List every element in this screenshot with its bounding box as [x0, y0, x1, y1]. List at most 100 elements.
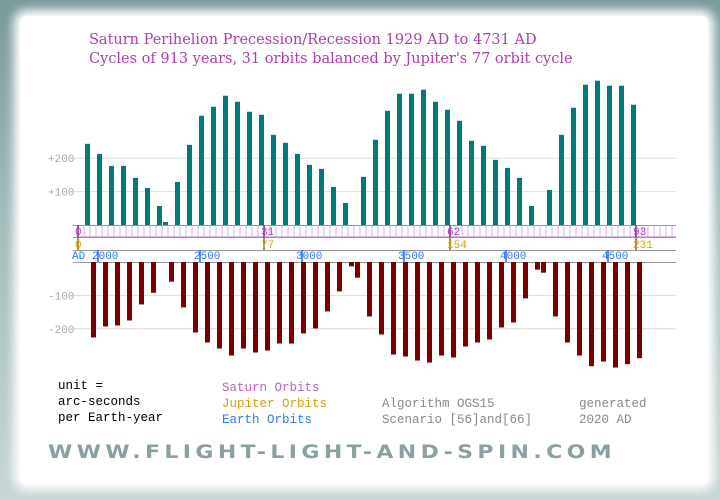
year-tick-label: 4000	[500, 251, 526, 263]
positive-bar	[85, 143, 90, 225]
positive-bar	[247, 111, 252, 225]
negative-bar	[439, 262, 444, 356]
chart-subtitle: Cycles of 913 years, 31 orbits balanced …	[89, 51, 573, 67]
positive-bar	[211, 106, 216, 225]
positive-bar	[397, 93, 402, 225]
unit-label-1: unit =	[58, 379, 104, 393]
negative-bar	[487, 262, 492, 340]
positive-bar	[307, 164, 312, 225]
negative-bar	[217, 262, 222, 349]
positive-bar	[145, 187, 150, 225]
positive-bar	[319, 168, 324, 225]
negative-bar	[499, 262, 504, 328]
positive-bar	[631, 104, 636, 225]
negative-bar	[253, 262, 258, 353]
chart-title: Saturn Perihelion Precession/Recession 1…	[89, 32, 537, 48]
negative-bar	[415, 262, 420, 361]
negative-bar	[205, 262, 210, 343]
negative-bar	[127, 262, 132, 321]
positive-bar	[481, 145, 486, 225]
positive-bar	[295, 153, 300, 225]
positive-bar	[469, 140, 474, 225]
positive-bar	[559, 134, 564, 225]
negative-bar	[103, 262, 108, 327]
y-tick-label: +200	[48, 154, 74, 166]
positive-bar	[595, 80, 600, 225]
negative-bar	[151, 262, 156, 293]
positive-bar	[109, 165, 114, 225]
scenario-label: Scenario [56]and[66]	[382, 413, 533, 427]
saturn-tick-label: 62	[447, 227, 460, 239]
negative-bar	[451, 262, 456, 358]
negative-bar	[475, 262, 480, 343]
positive-bar	[331, 186, 336, 225]
positive-bar	[493, 159, 498, 225]
unit-label-3: per Earth-year	[58, 411, 164, 425]
positive-bar	[571, 107, 576, 225]
negative-bar	[139, 262, 144, 305]
positive-bar	[517, 177, 522, 225]
positive-bar	[505, 167, 510, 225]
year-tick-label: 2000	[92, 251, 118, 263]
jupiter-tick-label: 0	[75, 240, 82, 252]
negative-bar	[193, 262, 198, 333]
jupiter-tick-label: 154	[447, 240, 467, 252]
year-tick-label: 3500	[398, 251, 424, 263]
generated-year: 2020 AD	[579, 413, 632, 427]
negative-bar	[181, 262, 186, 308]
year-tick-label: 3000	[296, 251, 322, 263]
jupiter-tick-label: 231	[633, 240, 653, 252]
positive-bar	[457, 120, 462, 225]
negative-bar	[625, 262, 630, 365]
negative-bar	[577, 262, 582, 356]
positive-bar	[373, 139, 378, 225]
saturn-tick-label: 0	[75, 227, 82, 239]
negative-bar	[349, 262, 354, 267]
negative-bar	[367, 262, 372, 317]
negative-bar	[169, 262, 174, 282]
negative-bar	[601, 262, 606, 362]
website-footer[interactable]: WWW.FLIGHT-LIGHT-AND-SPIN.COM	[48, 441, 617, 464]
y-tick-label: -200	[48, 325, 74, 337]
positive-bar	[235, 101, 240, 225]
negative-bar	[115, 262, 120, 326]
saturn-tick-label: 31	[261, 227, 275, 239]
negative-bar	[391, 262, 396, 355]
positive-bar	[361, 176, 366, 225]
negative-bar	[379, 262, 384, 335]
negative-bar	[535, 262, 540, 270]
positive-bar	[271, 134, 276, 225]
negative-bar	[313, 262, 318, 329]
negative-bar	[301, 262, 306, 334]
positive-bar	[343, 202, 348, 225]
positive-bar	[547, 189, 552, 225]
positive-bar	[223, 95, 228, 225]
negative-bar	[277, 262, 282, 344]
positive-bar	[187, 144, 192, 225]
positive-bar	[445, 109, 450, 225]
negative-bar	[565, 262, 570, 343]
negative-bar	[289, 262, 294, 344]
positive-bar	[259, 114, 264, 225]
negative-bar	[463, 262, 468, 347]
unit-label-2: arc-seconds	[58, 395, 141, 409]
negative-bar	[613, 262, 618, 368]
positive-bar	[583, 84, 588, 225]
positive-bar	[121, 165, 126, 225]
positive-bar	[433, 101, 438, 225]
year-tick-label: 2500	[194, 251, 220, 263]
y-tick-label: -100	[48, 291, 74, 303]
negative-bar	[553, 262, 558, 317]
positive-bar	[199, 115, 204, 225]
positive-bar	[163, 221, 168, 225]
negative-bar	[637, 262, 642, 359]
negative-bar	[403, 262, 408, 357]
positive-bar	[175, 181, 180, 225]
positive-bar	[529, 205, 534, 225]
positive-bar	[619, 85, 624, 225]
legend-earth: Earth Orbits	[222, 413, 313, 427]
negative-bar	[589, 262, 594, 367]
negative-bar	[355, 262, 360, 278]
positive-bar	[157, 205, 162, 225]
